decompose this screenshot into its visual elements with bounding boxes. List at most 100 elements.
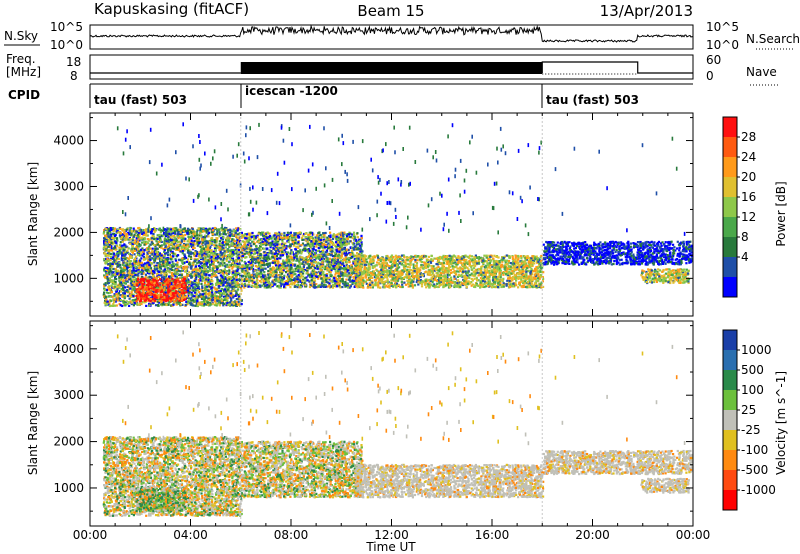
power-cell xyxy=(228,278,231,281)
power-cell xyxy=(110,275,113,278)
power-cell xyxy=(137,232,140,235)
power-cell xyxy=(125,261,128,265)
power-cell xyxy=(198,287,201,291)
power-cell xyxy=(155,282,158,285)
power-cell xyxy=(105,272,108,275)
power-cell xyxy=(182,248,186,251)
power-cell xyxy=(187,245,191,248)
power-cell xyxy=(163,250,166,253)
power-data xyxy=(102,113,693,316)
power-cell xyxy=(189,297,192,300)
power-cell xyxy=(131,299,134,302)
power-cell xyxy=(208,240,211,243)
power-cell xyxy=(232,302,235,305)
power-cell xyxy=(203,263,206,266)
power-cell xyxy=(160,276,164,279)
power-cell xyxy=(212,261,215,264)
power-cell xyxy=(148,245,151,248)
power-cell xyxy=(122,256,125,259)
power-cell xyxy=(136,289,139,292)
power-cell xyxy=(230,277,233,280)
power-cell xyxy=(289,286,292,289)
power-cell xyxy=(192,232,195,235)
power-cell xyxy=(237,253,241,256)
power-cell xyxy=(175,278,178,281)
power-cell xyxy=(275,250,278,253)
power-cell xyxy=(143,243,146,246)
power-cell xyxy=(235,235,238,239)
power-cell xyxy=(160,278,163,281)
power-cell xyxy=(141,232,144,235)
power-cell xyxy=(141,261,144,264)
power-cell xyxy=(176,263,179,266)
power-cell xyxy=(162,256,165,259)
cpid-mode-2: icescan -1200 xyxy=(245,84,338,98)
power-cell xyxy=(203,301,206,304)
power-cell xyxy=(234,232,237,235)
power-cell xyxy=(112,236,115,239)
power-cell xyxy=(213,265,216,268)
power-cell xyxy=(226,293,229,296)
power-cell xyxy=(145,232,148,235)
power-cell xyxy=(283,280,286,283)
power-cell xyxy=(236,268,239,271)
power-cell xyxy=(234,301,237,304)
power-cell xyxy=(108,304,111,308)
power-cell xyxy=(231,282,234,285)
power-cell xyxy=(303,232,306,236)
power-cell xyxy=(201,302,204,305)
power-cell xyxy=(225,227,228,230)
power-cell xyxy=(200,295,203,298)
power-cell xyxy=(230,240,233,243)
power-cell xyxy=(125,238,128,241)
power-cell xyxy=(125,274,128,277)
power-cell xyxy=(208,227,211,230)
power-cell xyxy=(103,295,106,298)
power-cell xyxy=(190,237,193,240)
power-cell xyxy=(207,259,210,262)
power-cell xyxy=(146,268,149,271)
power-cell xyxy=(131,239,134,242)
power-cell xyxy=(234,230,237,233)
power-cell xyxy=(190,291,193,294)
power-cell xyxy=(112,257,115,260)
power-cell xyxy=(134,260,137,263)
power-cell xyxy=(216,268,219,271)
power-cell xyxy=(152,280,155,283)
power-cell xyxy=(150,252,153,255)
power-cell xyxy=(132,304,135,307)
power-cell xyxy=(146,288,149,291)
power-cell xyxy=(195,284,198,287)
power-cell xyxy=(232,286,235,290)
power-cell xyxy=(221,255,224,258)
power-cell xyxy=(145,286,148,290)
power-cell xyxy=(198,270,201,273)
power-cell xyxy=(226,302,229,305)
power-cell xyxy=(162,262,165,265)
power-cell xyxy=(225,249,228,252)
power-cell xyxy=(209,293,212,296)
power-cell xyxy=(205,273,208,276)
power-cell xyxy=(201,258,205,261)
power-cell xyxy=(182,244,185,247)
power-cell xyxy=(170,283,173,286)
power-cell xyxy=(123,229,126,232)
power-cell xyxy=(149,247,152,250)
power-cell xyxy=(153,276,156,280)
power-cell xyxy=(118,302,121,306)
power-cell xyxy=(231,283,234,286)
nsky-tick-bottom: 10^0 xyxy=(50,38,83,52)
power-cell xyxy=(139,280,142,283)
power-cell xyxy=(220,287,223,291)
power-cell xyxy=(102,232,105,235)
power-cell xyxy=(186,244,189,247)
power-cell xyxy=(189,282,192,285)
power-cell xyxy=(305,276,308,279)
power-cell xyxy=(181,266,185,269)
power-cell xyxy=(104,255,107,258)
power-cell xyxy=(188,228,191,231)
power-cell xyxy=(213,294,216,297)
power-cell xyxy=(138,298,141,301)
power-cell xyxy=(119,241,122,244)
power-cell xyxy=(120,248,123,251)
